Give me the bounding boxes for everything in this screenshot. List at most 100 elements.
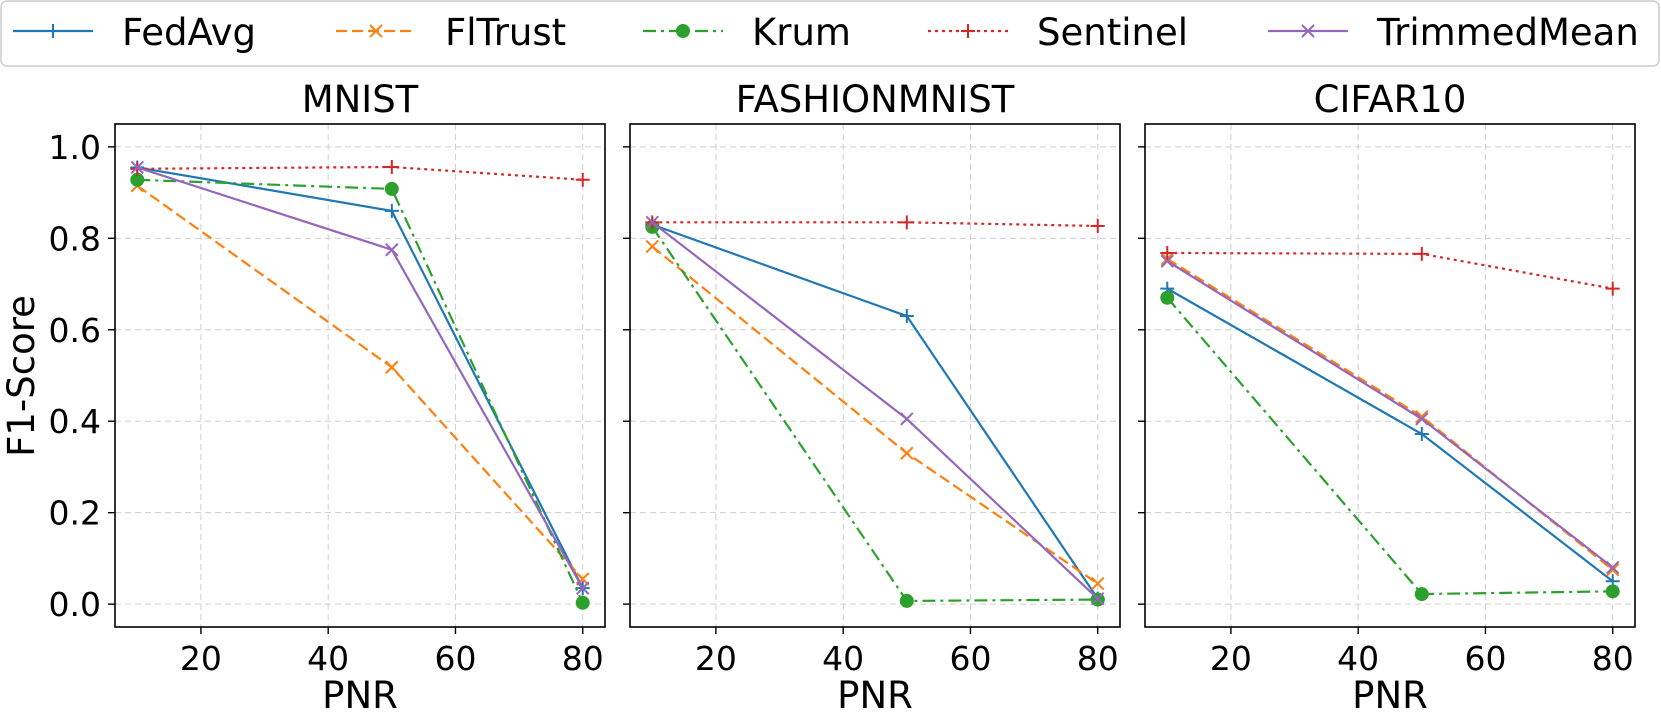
- series-line: [651, 245, 1099, 585]
- data-point: [384, 159, 399, 174]
- data-point: [899, 593, 914, 608]
- legend-entry: FedAvg: [13, 11, 256, 54]
- legend-label: TrimmedMean: [1376, 11, 1639, 54]
- legend-marker: [676, 24, 690, 38]
- series-trimmedmean: [645, 215, 1105, 606]
- x-tick-label: 80: [562, 639, 604, 678]
- series-fedavg: [1160, 281, 1620, 589]
- data-point: [899, 215, 914, 230]
- x-tick-label: 40: [822, 639, 864, 678]
- y-tick-label: 0.8: [49, 219, 101, 258]
- panel: MNIST 20 40 60 80 0.0 0.2 0.4 0.6 0.8 1.0 PNR: [49, 78, 606, 717]
- legend-label: FlTrust: [445, 11, 566, 54]
- series-krum: [645, 219, 1105, 608]
- x-axis-label: PNR: [322, 674, 398, 717]
- x-tick-label: 20: [180, 639, 222, 678]
- series-line: [652, 221, 1098, 228]
- data-point: [385, 243, 399, 257]
- data-point: [576, 581, 590, 595]
- legend-label: FedAvg: [122, 11, 256, 54]
- data-point: [1091, 591, 1105, 606]
- series-line: [1166, 287, 1614, 583]
- x-axis-label: PNR: [1352, 674, 1428, 717]
- data-point: [899, 309, 914, 324]
- data-point: [645, 215, 659, 230]
- series-line: [651, 226, 1098, 603]
- data-point: [1605, 584, 1620, 599]
- panel-title: FASHIONMNIST: [736, 78, 1015, 121]
- x-tick-label: 20: [1210, 639, 1252, 678]
- x-tick-label: 40: [1337, 639, 1379, 678]
- data-point: [1090, 218, 1105, 233]
- data-point: [1414, 427, 1429, 442]
- x-tick-label: 40: [307, 639, 349, 678]
- series-line: [651, 221, 1099, 600]
- y-tick-label: 0.2: [49, 494, 101, 533]
- series-krum: [130, 172, 590, 610]
- plot-frame: [114, 123, 606, 628]
- series-line: [136, 184, 584, 580]
- series-line: [1166, 257, 1614, 571]
- x-tick-label: 60: [1464, 639, 1506, 678]
- data-point: [1160, 245, 1175, 260]
- series-line: [1166, 297, 1613, 596]
- data-point: [385, 360, 399, 374]
- plot-frame: [1144, 123, 1636, 628]
- series-sentinel: [1160, 245, 1620, 296]
- data-point: [1606, 563, 1620, 577]
- data-point: [1091, 576, 1105, 591]
- series-line: [651, 223, 1099, 600]
- panel-title: MNIST: [302, 78, 419, 121]
- data-point: [1415, 409, 1429, 424]
- y-tick-label: 1.0: [49, 128, 101, 167]
- y-axis-label: F1-Score: [0, 295, 43, 457]
- data-point: [1605, 281, 1620, 296]
- plot-frame: [629, 123, 1121, 628]
- series-trimmedmean: [1160, 254, 1620, 575]
- series-line: [136, 166, 584, 589]
- series-fedavg: [645, 217, 1105, 606]
- panel: FASHIONMNIST 20 40 60 80 PNR: [623, 78, 1121, 717]
- x-tick-label: 60: [949, 639, 991, 678]
- x-tick-label: 80: [1077, 639, 1119, 678]
- series-line: [1167, 251, 1613, 290]
- series-line: [137, 166, 584, 589]
- panel-title: CIFAR10: [1314, 78, 1467, 121]
- series-krum: [1160, 290, 1620, 602]
- panel: CIFAR10 20 40 60 80 PNR: [1138, 78, 1636, 717]
- legend-entry: Krum: [643, 11, 851, 54]
- series-fltrust: [1160, 252, 1620, 577]
- legend-entry: FlTrust: [336, 11, 566, 54]
- data-point: [900, 446, 914, 460]
- series-line: [1166, 260, 1614, 569]
- data-point: [1160, 290, 1175, 305]
- legend-marker: [1301, 24, 1315, 38]
- legend-marker: [46, 24, 60, 38]
- legend-marker: [961, 24, 975, 38]
- legend-marker: [369, 24, 383, 38]
- legend-label: Sentinel: [1037, 11, 1188, 54]
- data-point: [1414, 246, 1429, 261]
- data-point: [645, 239, 659, 254]
- y-tick-label: 0.6: [49, 311, 101, 350]
- data-point: [1606, 560, 1620, 575]
- data-point: [1160, 254, 1174, 268]
- legend-entry: Sentinel: [928, 11, 1188, 54]
- series-fedavg: [130, 160, 590, 596]
- x-tick-label: 20: [695, 639, 737, 678]
- legend: FedAvg FlTrust Krum Sentinel TrimmedMean: [0, 0, 1660, 67]
- y-tick-label: 0.4: [49, 402, 101, 441]
- y-tick-label: 0.0: [49, 585, 101, 624]
- x-axis-label: PNR: [837, 674, 913, 717]
- data-point: [575, 172, 590, 187]
- series-trimmedmean: [130, 160, 590, 595]
- data-point: [1415, 412, 1429, 426]
- data-point: [575, 595, 590, 610]
- data-point: [384, 203, 399, 218]
- x-tick-label: 60: [434, 639, 476, 678]
- data-point: [384, 181, 399, 196]
- legend-entry: TrimmedMean: [1268, 11, 1639, 54]
- data-point: [1414, 587, 1429, 602]
- data-point: [900, 412, 914, 426]
